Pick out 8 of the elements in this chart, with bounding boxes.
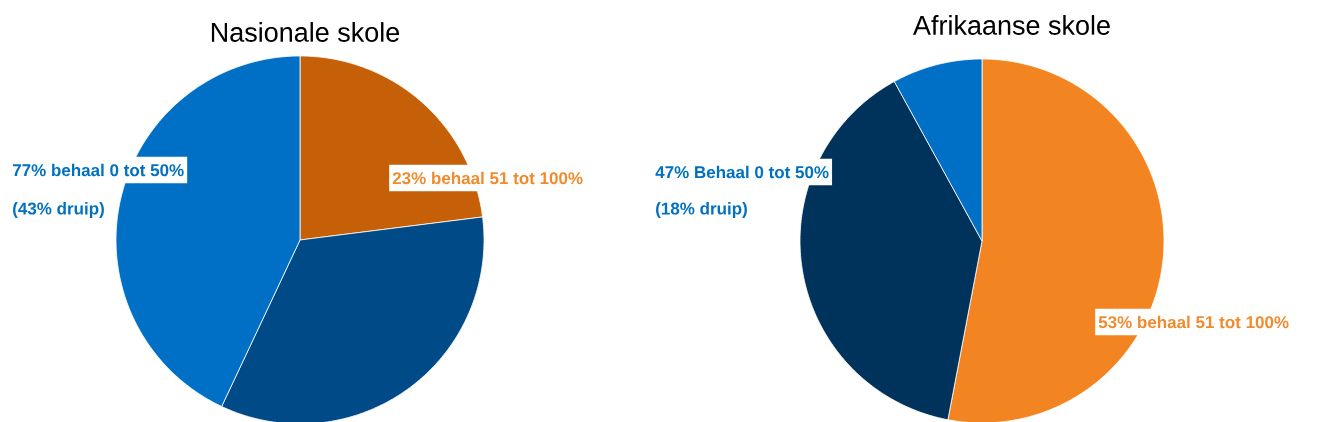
chart-title: Nasionale skole [211,22,400,42]
text: 23% behaal 51 tot 100% [392,171,583,185]
text: 53% behaal 51 tot 100% [1098,315,1289,329]
text: 47% Behaal 0 tot 50% [655,165,829,179]
text: 77% behaal 0 tot 50% [12,163,184,177]
text: (18% druip) [656,202,747,218]
text: (43% druip) [13,202,104,218]
chart-title: Afrikaanse skole [913,15,1110,35]
